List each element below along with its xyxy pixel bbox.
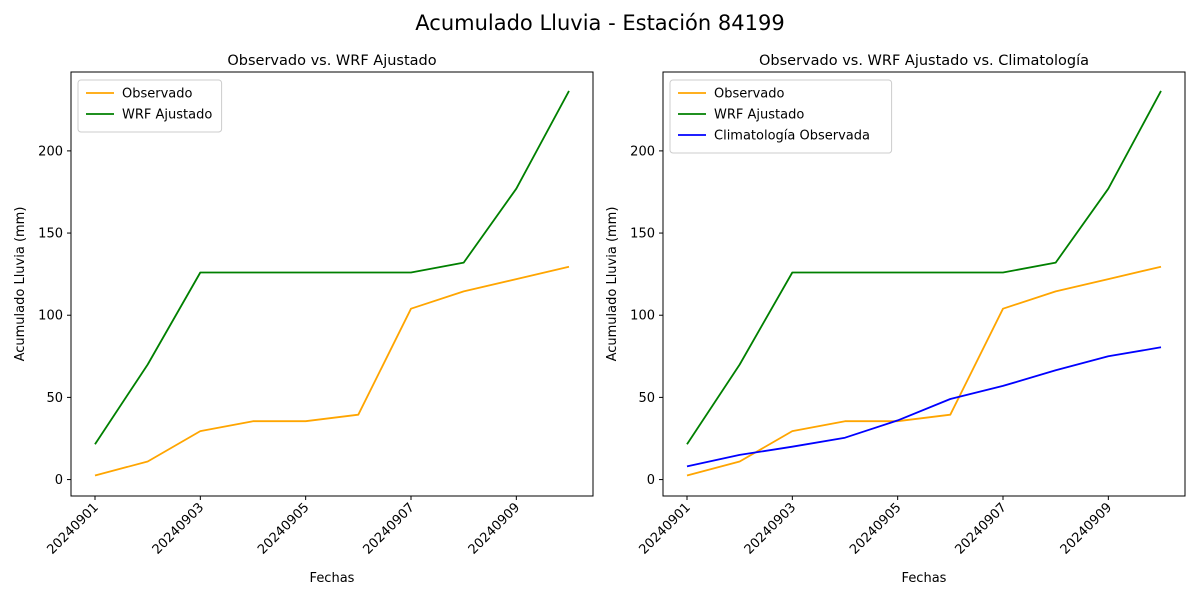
- chart-panel-right: Observado vs. WRF Ajustado vs. Climatolo…: [605, 53, 1186, 586]
- y-tick-label: 200: [38, 144, 63, 159]
- x-axis-label: Fechas: [310, 571, 355, 586]
- y-axis-label: Acumulado Lluvia (mm): [13, 207, 28, 362]
- y-tick-label: 0: [55, 473, 63, 488]
- x-axis-label: Fechas: [902, 571, 947, 586]
- y-tick-label: 0: [647, 473, 655, 488]
- y-tick-label: 100: [630, 309, 655, 324]
- y-axis-label: Acumulado Lluvia (mm): [605, 207, 620, 362]
- legend-label-0: Observado: [122, 87, 193, 102]
- series-line-2: [686, 346, 1162, 468]
- y-tick-label: 150: [630, 227, 655, 242]
- legend-label-1: WRF Ajustado: [714, 108, 804, 123]
- x-tick-label: 20240909: [466, 500, 523, 557]
- series-line-0: [686, 265, 1162, 477]
- x-tick-label: 20240903: [742, 500, 799, 557]
- y-tick-label: 100: [38, 309, 63, 324]
- x-tick-label: 20240909: [1058, 500, 1115, 557]
- chart-panel-left: Observado vs. WRF Ajustado 0 50 100 150 200 20…: [13, 53, 594, 586]
- y-tick-label: 200: [630, 144, 655, 159]
- y-tick-label: 150: [38, 227, 63, 242]
- y-tick-label: 50: [46, 391, 63, 406]
- series-line-0: [94, 265, 570, 477]
- x-tick-label: 20240901: [44, 500, 101, 557]
- legend-label-2: Climatología Observada: [714, 129, 870, 144]
- legend-box: [669, 79, 893, 154]
- x-tick-label: 20240903: [150, 500, 207, 557]
- series-line-1: [686, 90, 1162, 445]
- x-tick-label: 20240905: [847, 500, 904, 557]
- series-line-1: [94, 90, 570, 445]
- legend-label-0: Observado: [714, 87, 785, 102]
- figure-suptitle: Acumulado Lluvia - Estación 84199: [415, 11, 784, 35]
- plot-frame: [662, 71, 1186, 497]
- y-tick-label: 50: [638, 391, 655, 406]
- x-tick-label: 20240907: [360, 500, 417, 557]
- x-tick-label: 20240907: [952, 500, 1009, 557]
- x-tick-label: 20240905: [255, 500, 312, 557]
- chart-title: Observado vs. WRF Ajustado vs. Climatolo…: [759, 53, 1089, 69]
- legend-label-1: WRF Ajustado: [122, 108, 212, 123]
- plot-frame: [70, 71, 594, 497]
- chart-title: Observado vs. WRF Ajustado: [227, 53, 436, 69]
- x-tick-label: 20240901: [636, 500, 693, 557]
